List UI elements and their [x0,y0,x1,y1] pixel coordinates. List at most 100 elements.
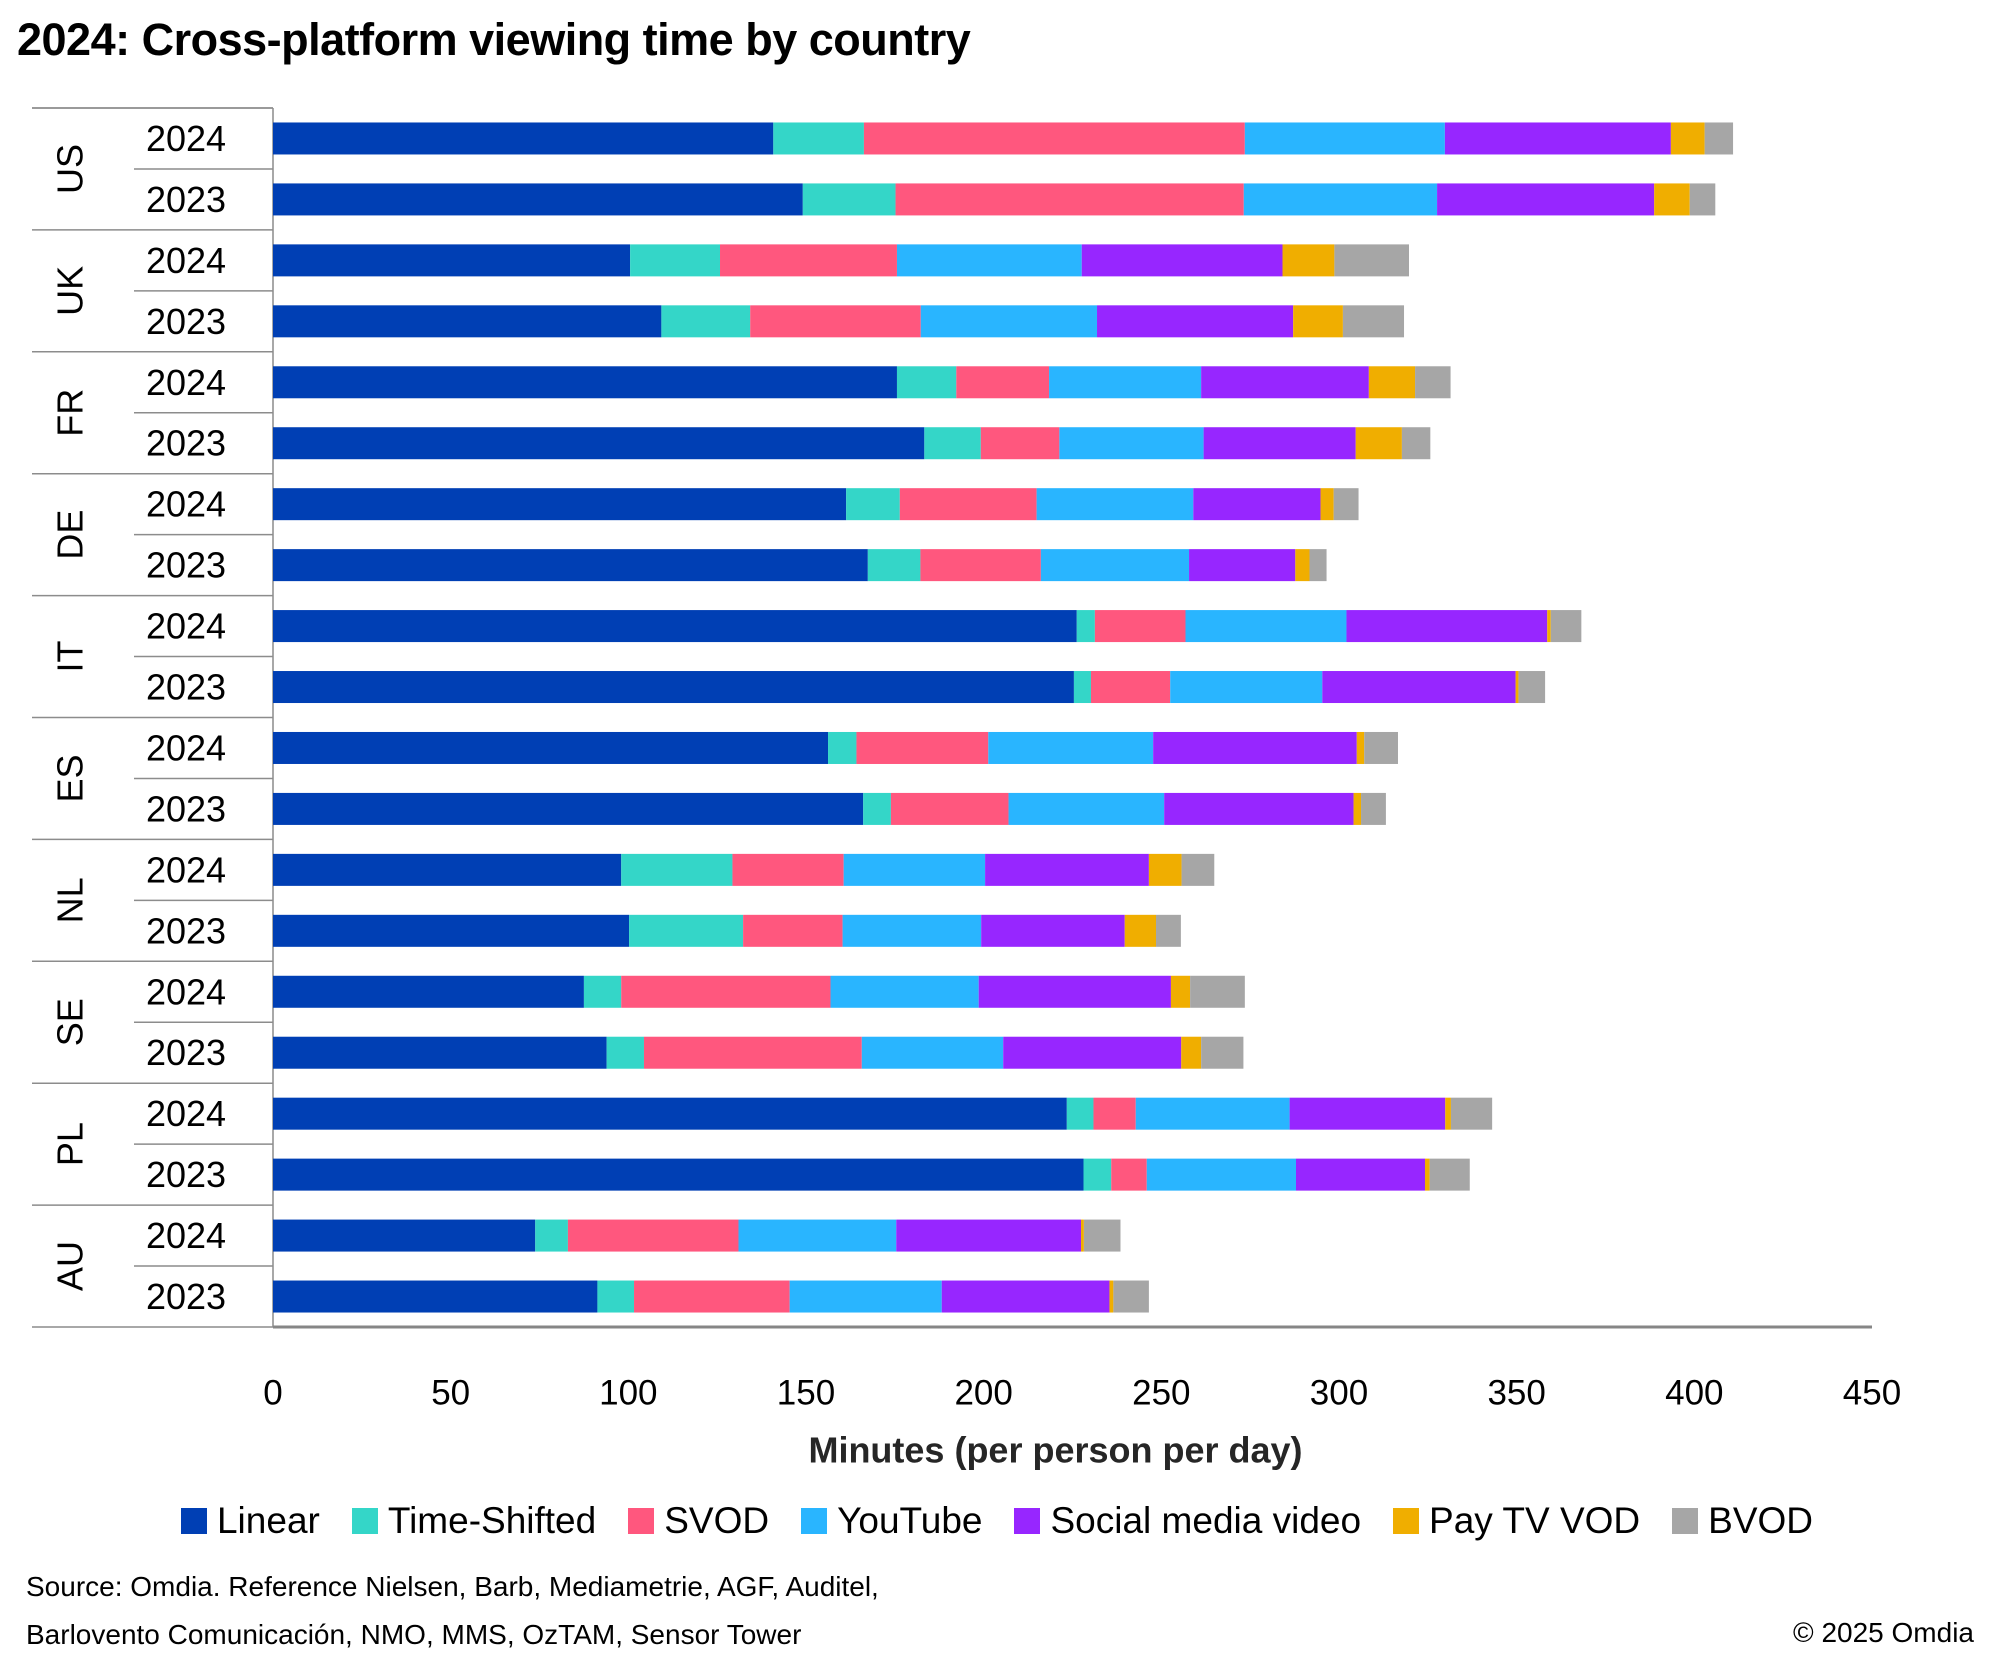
bar-row [273,427,1431,460]
year-label: 2024 [146,727,226,768]
bar-segment-social-media-video [1289,1097,1446,1130]
bar-segment-bvod [1333,488,1359,521]
source-note: Source: Omdia. Reference Nielsen, Barb, … [26,1563,879,1659]
bar-segment-svod [920,549,1041,582]
bar-segment-time-shifted [1083,1158,1112,1191]
bar-segment-social-media-video [1081,244,1283,277]
legend-swatch [1672,1508,1699,1534]
bar-segment-svod [732,853,844,886]
bar-segment-svod [750,305,921,338]
year-label: 2024 [146,606,226,647]
legend-item: BVOD [1672,1500,1813,1542]
bar-segment-youtube [1244,122,1445,155]
category-labels: US 2024 2023 UK 2024 2023 FR 2024 2023 DE 2024 2023… [50,118,227,1317]
bar-segment-pay-tv-vod [1295,549,1310,582]
bar-row [273,1280,1149,1313]
legend-swatch [180,1508,207,1534]
bar-segment-youtube [1059,427,1204,460]
bar-segment-bvod [1201,1036,1244,1069]
bar-segment-social-media-video [1346,610,1548,643]
bar-segment-linear [273,427,925,460]
bar-segment-svod [890,792,1009,825]
bar-segment-social-media-video [981,914,1125,947]
year-label: 2024 [146,1093,226,1134]
bar-segment-youtube [896,244,1082,277]
bar-segment-social-media-video [1203,427,1356,460]
bar-segment-pay-tv-vod [1368,366,1416,399]
bar-segment-time-shifted [661,305,751,338]
year-label: 2023 [146,667,226,708]
year-label: 2023 [146,423,226,464]
bar-segment-pay-tv-vod [1445,1097,1451,1130]
bar-row [273,1158,1470,1191]
bar-segment-linear [273,366,897,399]
year-label: 2023 [146,1276,226,1317]
bar-segment-bvod [1364,731,1398,764]
bar-segment-youtube [1040,549,1190,582]
bar-segment-youtube [861,1036,1004,1069]
bar-segment-bvod [1190,975,1245,1008]
bar-segment-pay-tv-vod [1293,305,1343,338]
bar-segment-bvod [1429,1158,1470,1191]
bar-row [273,305,1405,338]
bar-segment-pay-tv-vod [1424,1158,1430,1191]
bar-segment-social-media-video [1164,792,1354,825]
category-table-lines [32,107,274,1328]
bar-segment-bvod [1704,122,1734,155]
bar-segment-time-shifted [846,488,900,521]
x-tick-label: 0 [263,1374,282,1413]
bar-row [273,671,1546,704]
bar-segment-youtube [1049,366,1202,399]
bar-segment-youtube [1185,610,1347,643]
bar-segment-social-media-video [1003,1036,1182,1069]
bar-row [273,549,1327,582]
bar-segment-social-media-video [1296,1158,1425,1191]
legend-label: Linear [216,1500,320,1541]
bar-segment-youtube [988,731,1154,764]
bar-segment-time-shifted [629,914,744,947]
bar-segment-time-shifted [597,1280,635,1313]
legend: Linear Time-Shifted SVOD YouTube Social … [0,1500,1994,1542]
bar-segment-svod [1111,1158,1147,1191]
bar-segment-time-shifted [867,549,921,582]
legend-swatch [1014,1508,1041,1534]
bar-segment-svod [899,488,1037,521]
bar-segment-bvod [1113,1280,1149,1313]
bar-row [273,488,1359,521]
bar-segment-youtube [842,914,982,947]
bar-segment-bvod [1309,549,1327,582]
country-label: FR [50,389,91,437]
year-label: 2024 [146,1215,226,1256]
bar-segment-pay-tv-vod [1148,853,1182,886]
bar-row [273,975,1245,1008]
bar-segment-bvod [1334,244,1410,277]
bar-segment-pay-tv-vod [1282,244,1335,277]
bar-segment-bvod [1401,427,1431,460]
bar-segment-svod [863,122,1245,155]
bar-row [273,914,1181,947]
bar-segment-svod [956,366,1050,399]
bar-segment-time-shifted [1073,671,1091,704]
bar-row [273,244,1410,277]
bar-segment-time-shifted [630,244,721,277]
country-label: PL [50,1122,91,1166]
bar-segment-pay-tv-vod [1081,1219,1084,1252]
legend-label: Pay TV VOD [1429,1500,1641,1541]
bar-segment-social-media-video [941,1280,1110,1313]
bar-row [273,366,1451,399]
bar-row [273,183,1716,216]
year-label: 2024 [146,240,226,281]
bar-segment-linear [273,853,622,886]
x-tick-label: 400 [1665,1374,1723,1413]
bar-segment-linear [273,975,584,1008]
bar-segment-social-media-video [896,1219,1082,1252]
legend-swatch [1393,1508,1420,1534]
bar-segment-pay-tv-vod [1181,1036,1202,1069]
bar-segment-svod [980,427,1060,460]
bar-segment-youtube [920,305,1098,338]
bar-segment-bvod [1342,305,1405,338]
bar-segment-pay-tv-vod [1356,731,1365,764]
country-label: IT [50,641,91,673]
bar-segment-time-shifted [773,122,864,155]
